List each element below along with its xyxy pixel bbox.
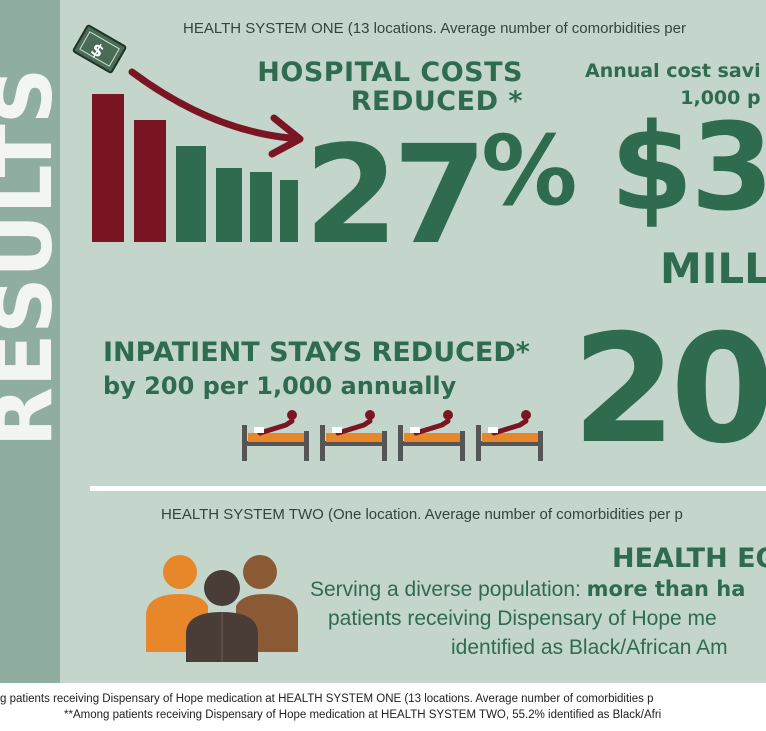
footnote-1: g patients receiving Dispensary of Hope … — [0, 693, 654, 705]
inpatient-subtitle: by 200 per 1,000 annually — [103, 372, 457, 400]
equity-line-1: Serving a diverse population: more than … — [310, 575, 745, 604]
footnotes: g patients receiving Dispensary of Hope … — [0, 690, 766, 731]
section-divider — [90, 486, 766, 491]
equity-line-1-plain: Serving a diverse population: — [310, 578, 587, 601]
sidebar: RESULTS — [0, 0, 60, 683]
sidebar-label: RESULTS — [0, 68, 60, 448]
hospital-beds — [242, 410, 543, 461]
savings-title: Annual cost savi 1,000 p — [585, 58, 761, 112]
savings-value: $3 — [610, 99, 766, 238]
equity-line-2: patients receiving Dispensary of Hope me — [328, 607, 717, 630]
percent-sign: % — [481, 115, 578, 227]
hospital-costs-value: 27% — [304, 96, 577, 271]
savings-title-line1: Annual cost savi — [585, 60, 761, 82]
main-panel: HEALTH SYSTEM ONE (13 locations. Average… — [60, 0, 766, 683]
savings-title-line2: 1,000 p — [680, 87, 761, 109]
hospital-costs-number: 27 — [304, 117, 487, 275]
hospital-costs-title-line1: HOSPITAL COSTS — [257, 57, 523, 88]
health-system-one-header: HEALTH SYSTEM ONE (13 locations. Average… — [183, 20, 686, 37]
footnote-2: **Among patients receiving Dispensary of… — [64, 709, 662, 721]
hospital-bed-icon — [242, 410, 309, 461]
people-group-icon — [146, 555, 298, 662]
health-system-two-header: HEALTH SYSTEM TWO (One location. Average… — [161, 506, 683, 523]
money-icon: $ — [72, 24, 127, 74]
inpatient-title: INPATIENT STAYS REDUCED* — [103, 337, 530, 368]
hospital-bed-icon — [398, 410, 465, 461]
equity-line-1-bold: more than ha — [586, 577, 746, 601]
hospital-costs-title: HOSPITAL COSTS REDUCED * — [245, 58, 523, 116]
health-equity-title: HEALTH EQ — [612, 543, 766, 574]
hospital-costs-title-line2: REDUCED * — [350, 86, 523, 117]
equity-line-3: identified as Black/African Am — [451, 636, 728, 659]
hospital-bed-icon — [320, 410, 387, 461]
cost-bar-chart-icon: $ — [72, 24, 304, 242]
inpatient-value: 20 — [572, 303, 766, 477]
savings-unit: MILL — [660, 244, 766, 293]
hospital-bed-icon — [476, 410, 543, 461]
